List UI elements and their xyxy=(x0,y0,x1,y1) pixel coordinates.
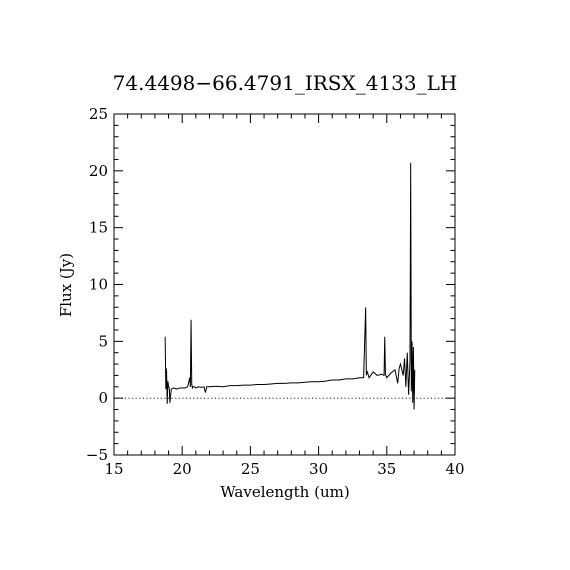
y-tick-label: 25 xyxy=(89,105,108,123)
minor-ticks xyxy=(114,114,455,455)
x-tick-label: 40 xyxy=(445,460,464,478)
y-axis-label: Flux (Jy) xyxy=(57,253,75,317)
y-tick-label: 0 xyxy=(98,389,108,407)
y-tick-label: 5 xyxy=(98,332,108,350)
chart-title: 74.4498−66.4791_IRSX_4133_LH xyxy=(113,71,458,95)
y-tick-labels: −5 0 5 10 15 20 25 xyxy=(86,105,108,464)
y-tick-label: 20 xyxy=(89,162,108,180)
x-tick-label: 20 xyxy=(173,460,192,478)
x-tick-labels: 15 20 25 30 35 40 xyxy=(104,460,464,478)
x-tick-label: 15 xyxy=(104,460,123,478)
x-tick-label: 30 xyxy=(309,460,328,478)
y-tick-label: 15 xyxy=(89,219,108,237)
major-ticks xyxy=(113,113,456,456)
x-axis-label: Wavelength (um) xyxy=(220,483,349,501)
x-tick-label: 35 xyxy=(377,460,396,478)
flux-series-line xyxy=(164,162,416,410)
plot-frame xyxy=(113,113,456,456)
y-tick-label: 10 xyxy=(89,276,108,294)
x-tick-label: 25 xyxy=(241,460,260,478)
y-tick-label: −5 xyxy=(86,446,108,464)
